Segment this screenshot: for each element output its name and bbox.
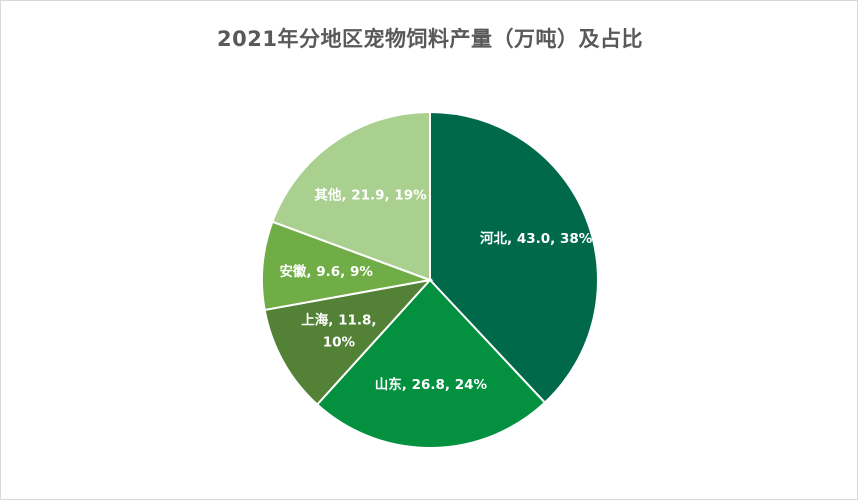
data-label-4: 安徽, 9.6, 9% — [279, 263, 373, 280]
pie-slice-2 — [315, 278, 547, 449]
pie-slice-1 — [429, 110, 599, 405]
data-label-2: 山东, 26.8, 24% — [375, 376, 488, 393]
pie-slice-5 — [271, 110, 431, 282]
data-label-3: 上海, 11.8, 10% — [301, 312, 376, 351]
chart-title: 2021年分地区宠物饲料产量（万吨）及占比 — [217, 27, 643, 51]
data-label-5: 其他, 21.9, 19% — [314, 187, 427, 204]
pie-slice-4 — [261, 220, 434, 312]
pie-slice-3 — [263, 278, 433, 406]
data-label-1: 河北, 43.0, 38% — [480, 230, 593, 247]
